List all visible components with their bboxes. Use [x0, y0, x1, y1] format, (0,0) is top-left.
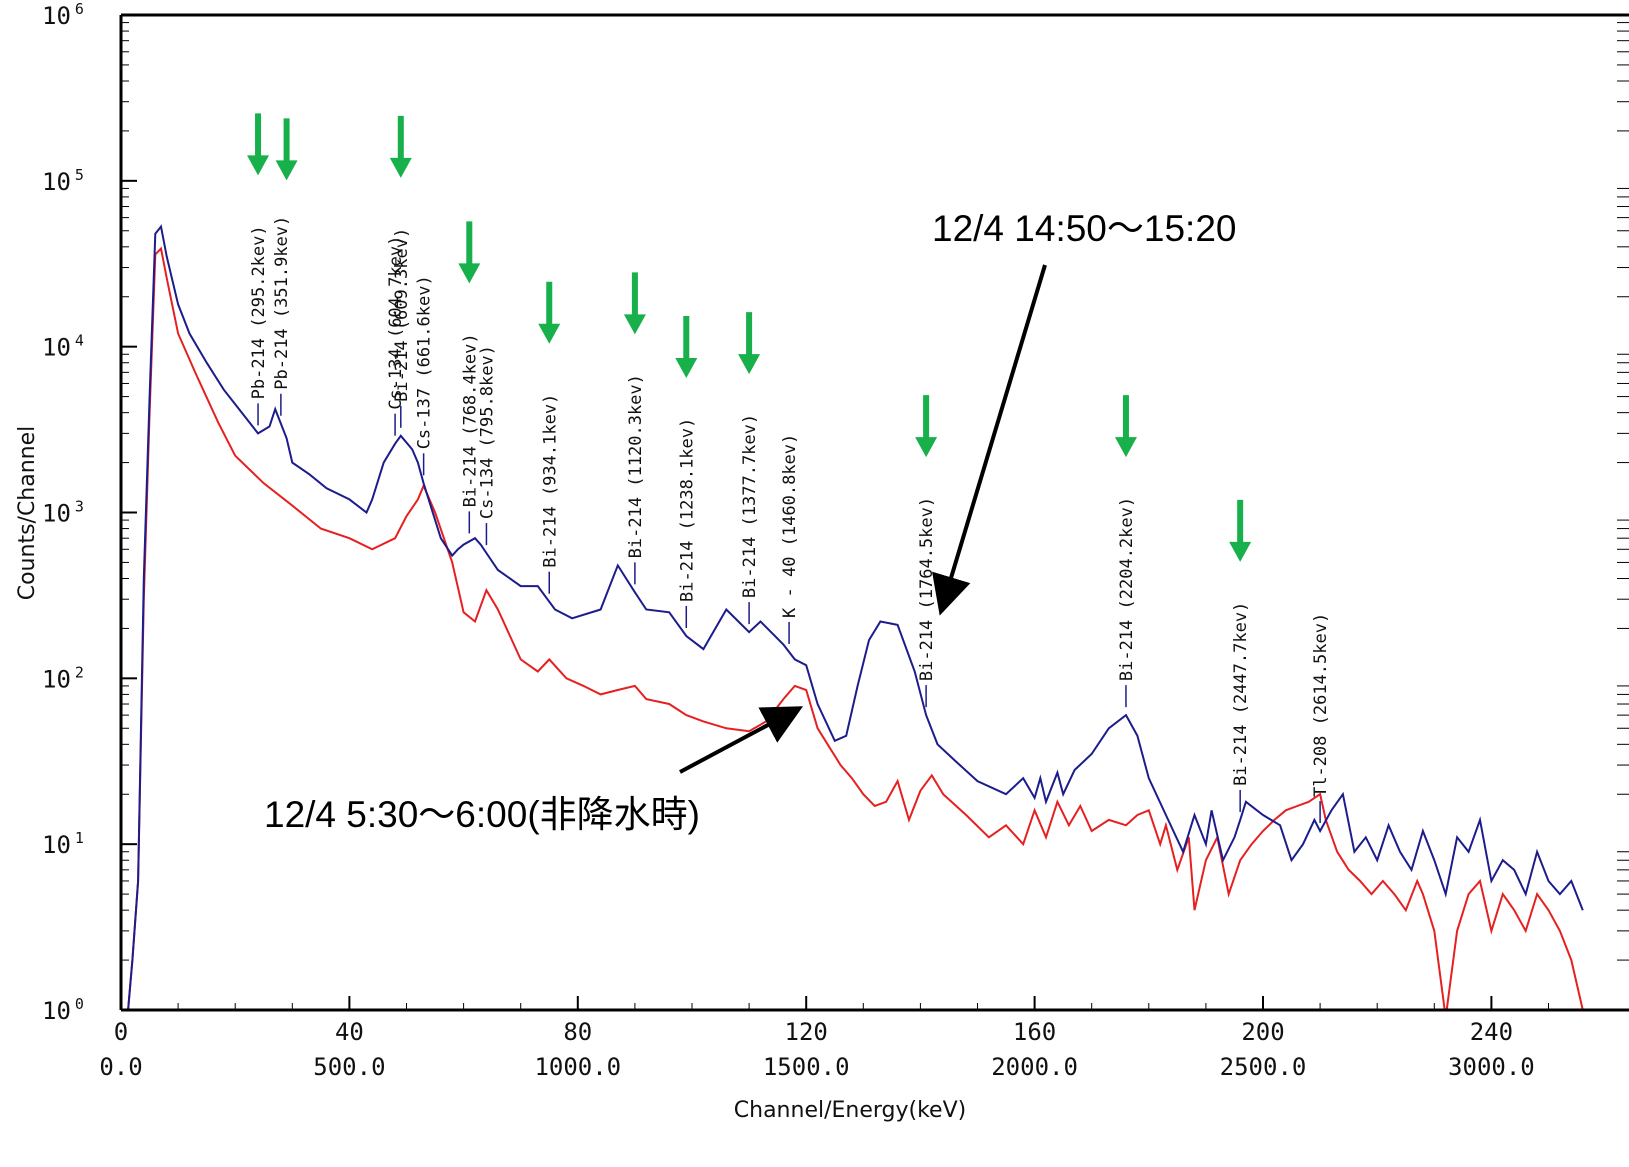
green-arrow-head — [1229, 541, 1252, 562]
peak-label: Bi-214 (1238.1kev) — [677, 418, 697, 602]
y-tick-label: 10 5 — [42, 166, 84, 196]
x-tick-label-energy: 1000.0 — [534, 1053, 621, 1081]
green-arrow-head — [458, 263, 481, 284]
peak-marker-group: Pb-214 (295.2kev) Pb-214 (351.9kev) Cs-134… — [249, 216, 1331, 824]
y-tick-label: 10 4 — [42, 332, 84, 362]
green-arrow-head — [675, 358, 698, 379]
peak-label: Pb-214 (295.2kev) — [249, 225, 269, 399]
x-tick-label-channel: 120 — [785, 1018, 828, 1046]
peak-label: Bi-214 (2204.2kev) — [1117, 497, 1137, 681]
x-tick-label-channel: 80 — [563, 1018, 592, 1046]
peak-label: Tl-208 (2614.5kev) — [1311, 613, 1331, 797]
peak-label: K - 40 (1460.8kev) — [780, 434, 800, 618]
green-arrow-head — [738, 354, 761, 375]
peak-label: Cs-134 (795.8kev) — [477, 345, 497, 519]
green-arrow-markers — [247, 113, 1252, 562]
peak-label: Bi-214 (2447.7kev) — [1231, 602, 1251, 786]
y-tick-label: 10 3 — [42, 498, 84, 528]
annotation-non-precipitation-arrow — [679, 706, 804, 774]
peak-label: Bi-214 (1764.5kev) — [917, 497, 937, 681]
y-minor-ticks — [121, 22, 1629, 961]
annotation-precipitation-label: 12/4 14:50〜15:20 — [932, 208, 1236, 249]
green-arrow-head — [389, 157, 412, 178]
green-arrow-head — [275, 160, 298, 181]
peak-label: Bi-214 (768.4kev) — [460, 333, 480, 507]
x-tick-label-channel: 240 — [1470, 1018, 1513, 1046]
green-arrow-head — [915, 437, 938, 458]
peak-label: Cs-137 (661.6kev) — [415, 275, 435, 449]
green-arrow-head — [623, 314, 646, 335]
x-tick-label-channel: 200 — [1241, 1018, 1284, 1046]
x-axis-ticks: 0 0.0 40 500.0 80 1000.0 120 1500.0 160 2000.0 200… — [99, 996, 1549, 1081]
x-tick-label-energy: 3000.0 — [1448, 1053, 1535, 1081]
y-tick-label: 10 1 — [42, 829, 84, 859]
green-arrow-head — [247, 155, 270, 176]
series-line-precipitation — [127, 224, 1584, 1010]
y-tick-label: 10 6 — [42, 0, 84, 30]
peak-label: Pb-214 (351.9kev) — [272, 216, 292, 390]
peak-label: Bi-214 (934.1kev) — [540, 394, 560, 568]
y-axis-label: Counts/Channel — [15, 426, 40, 601]
x-tick-label-energy: 2000.0 — [991, 1053, 1078, 1081]
x-tick-label-energy: 2500.0 — [1220, 1053, 1307, 1081]
green-arrow-head — [1114, 437, 1137, 458]
peak-label: Bi-214 (609.3kev) — [392, 228, 412, 402]
x-tick-label-energy: 500.0 — [313, 1053, 385, 1081]
x-tick-label-channel: 0 — [114, 1018, 128, 1046]
x-tick-label-energy: 1500.0 — [763, 1053, 850, 1081]
peak-label: Bi-214 (1120.3kev) — [626, 374, 646, 558]
series-line-non-precipitation — [127, 246, 1584, 1010]
y-tick-label: 10 2 — [42, 663, 84, 693]
x-tick-label-channel: 40 — [335, 1018, 364, 1046]
green-arrow-head — [538, 323, 561, 344]
y-tick-label: 10 0 — [42, 995, 84, 1025]
x-tick-label-channel: 160 — [1013, 1018, 1056, 1046]
x-tick-label-energy: 0.0 — [99, 1053, 142, 1081]
annotation-non-precipitation-label: 12/4 5:30〜6:00(非降水時) — [264, 794, 700, 835]
annotation-group: 12/4 14:50〜15:20 12/4 5:30〜6:00(非降水時) — [264, 208, 1236, 835]
annotation-precipitation-arrow — [932, 264, 1047, 616]
peak-label: Cs-134 (604.7kev) — [386, 236, 406, 410]
peak-label: Bi-214 (1377.7kev) — [740, 414, 760, 598]
x-axis-label: Channel/Energy(keV) — [734, 1098, 966, 1123]
